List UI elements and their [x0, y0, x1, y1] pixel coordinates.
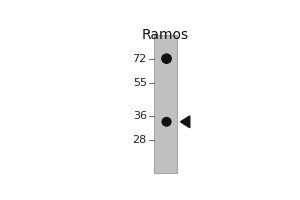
- Text: 55: 55: [133, 78, 147, 88]
- Polygon shape: [181, 116, 190, 128]
- Text: 36: 36: [133, 111, 147, 121]
- Text: Ramos: Ramos: [142, 28, 189, 42]
- Bar: [154, 35, 177, 173]
- Ellipse shape: [162, 118, 171, 126]
- Text: 72: 72: [133, 54, 147, 64]
- Ellipse shape: [162, 54, 171, 63]
- Text: 28: 28: [133, 135, 147, 145]
